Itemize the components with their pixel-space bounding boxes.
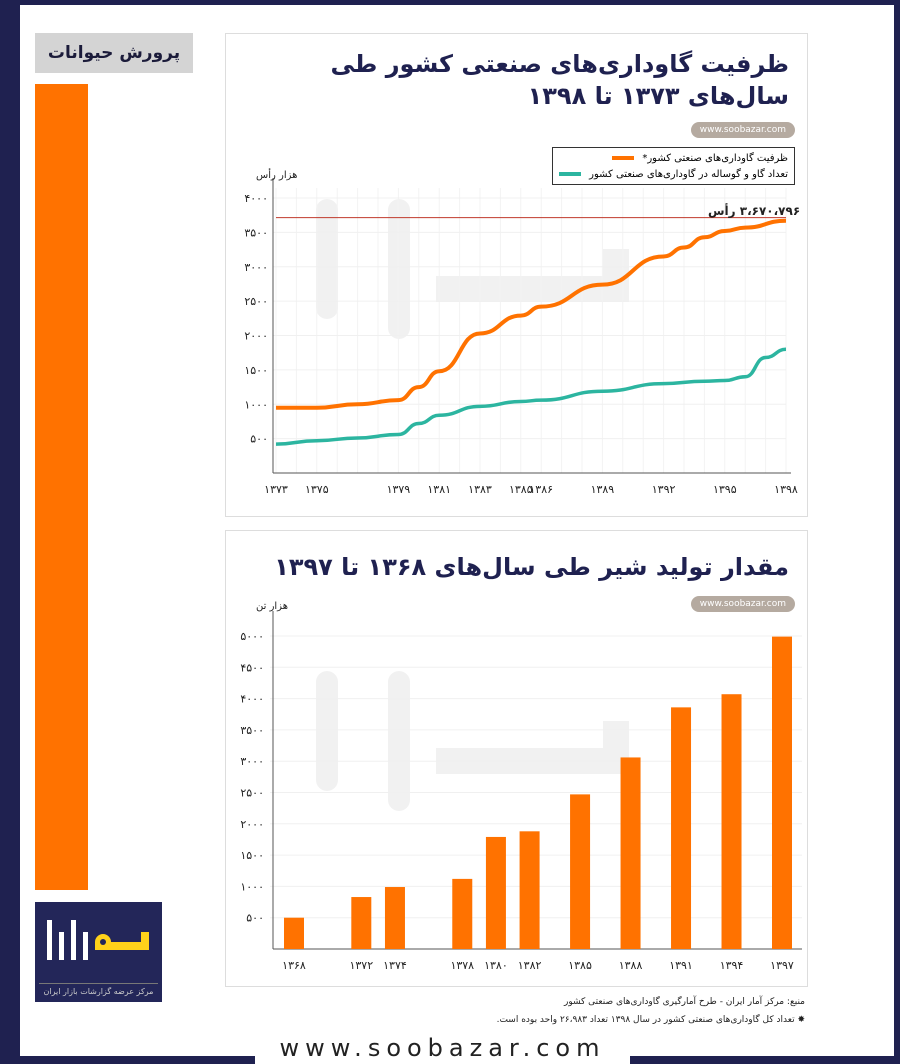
y-tick-label: ۵۰۰۰: [240, 630, 264, 643]
bar: [772, 636, 792, 949]
bar: [284, 917, 304, 949]
y-tick-label: ۱۵۰۰: [240, 849, 264, 862]
watermark-icon: [436, 249, 629, 302]
x-tick-label: ۱۳۸۸: [619, 959, 643, 972]
line-chart-url-badge: www.soobazar.com: [690, 122, 795, 138]
legend-item-capacity: ظرفیت گاوداری‌های صنعتی کشور*: [559, 150, 788, 166]
x-tick-label: ۱۳۸۵: [509, 483, 533, 496]
watermark-icon: [388, 199, 410, 339]
watermark-icon: [436, 721, 629, 774]
x-tick-label: ۱۳۸۳: [468, 483, 492, 496]
logo-subtitle: مرکز عرضه گزارشات بازار ایران: [39, 983, 158, 996]
legend-swatch: [612, 156, 635, 160]
watermark-icon: [316, 671, 338, 791]
x-tick-label: ۱۳۷۸: [450, 959, 474, 972]
frame-bottom-right: [630, 1056, 900, 1064]
asterisk-note: ✸ تعداد کل گاوداری‌های صنعتی کشور در سال…: [496, 1015, 805, 1025]
bar-chart-ylabel: هزار تن: [256, 601, 288, 612]
x-tick-label: ۱۳۸۱: [427, 483, 451, 496]
line-chart: ۵۰۰ ۱۰۰۰ ۱۵۰۰ ۲۰۰۰ ۲۵۰۰ ۳۰۰۰ ۳۵۰۰ ۴۰۰۰ ۱۳۷۳ ۱۳۷۵ ۱…: [244, 178, 798, 496]
legend-label: ظرفیت گاوداری‌های صنعتی کشور*: [642, 152, 788, 164]
decorative-orange-bar: [35, 84, 88, 890]
legend-label: تعداد گاو و گوساله در گاوداری‌های صنعتی …: [589, 168, 788, 180]
frame-left: [0, 0, 20, 1064]
x-tick-label: ۱۳۷۵: [305, 483, 329, 496]
y-tick-label: ۲۰۰۰: [240, 818, 264, 831]
footer-url: www.soobazar.com: [279, 1034, 606, 1062]
y-tick-label: ۴۰۰۰: [240, 693, 264, 706]
x-tick-label: ۱۳۷۲: [349, 959, 373, 972]
line-chart-panel: ظرفیت گاوداری‌های صنعتی کشور طی سال‌های …: [225, 33, 808, 517]
y-tick-label: ۳۵۰۰: [240, 724, 264, 737]
frame-top: [0, 0, 900, 5]
series-line-capacity: [276, 218, 787, 410]
bar-chart-url-badge: www.soobazar.com: [690, 596, 795, 612]
bar: [671, 707, 692, 949]
bar-chart-title: مقدار تولید شیر طی سال‌های ۱۳۶۸ تا ۱۳۹۷: [274, 553, 789, 581]
bar-chart: ۵۰۰ ۱۰۰۰ ۱۵۰۰ ۲۰۰۰ ۲۵۰۰ ۳۰۰۰ ۳۵۰۰ ۴۰۰۰ ۴۵۰۰ ۵۰۰۰ ۱…: [240, 611, 802, 972]
y-tick-label: ۱۰۰۰: [244, 398, 268, 411]
x-tick-label: ۱۳۷۹: [387, 483, 411, 496]
asterisk-note-text: تعداد کل گاوداری‌های صنعتی کشور در سال ۱…: [496, 1015, 795, 1025]
y-tick-label: ۴۵۰۰: [240, 661, 264, 674]
y-tick-label: ۱۵۰۰: [244, 364, 268, 377]
line-chart-title: ظرفیت گاوداری‌های صنعتی کشور طی سال‌های …: [330, 50, 789, 110]
bar: [485, 836, 506, 949]
y-tick-label: ۵۰۰: [246, 912, 264, 925]
x-tick-label: ۱۳۸۰: [484, 959, 508, 972]
y-tick-label: ۴۰۰۰: [244, 192, 268, 205]
y-tick-label: ۱۰۰۰: [240, 880, 264, 893]
y-tick-label: ۳۰۰۰: [244, 261, 268, 274]
bar: [721, 694, 742, 949]
x-tick-label: ۱۳۹۵: [713, 483, 737, 496]
x-tick-label: ۱۳۹۱: [669, 959, 693, 972]
y-tick-label: ۵۰۰: [250, 433, 268, 446]
section-label: پرورش حیوانات: [35, 33, 193, 73]
y-tick-label: ۲۵۰۰: [244, 295, 268, 308]
x-tick-label: ۱۳۸۵: [568, 959, 592, 972]
y-tick-label: ۳۵۰۰: [244, 226, 268, 239]
bar: [570, 794, 591, 949]
bar: [519, 831, 540, 949]
bar: [452, 878, 473, 949]
x-tick-label: ۱۳۸۲: [518, 959, 542, 972]
watermark-icon: [316, 199, 338, 319]
x-tick-label: ۱۳۹۲: [652, 483, 676, 496]
frame-bottom-left: [0, 1056, 255, 1064]
logo-mark-icon: [47, 920, 149, 960]
legend-swatch: [559, 172, 582, 176]
bar-chart-panel: مقدار تولید شیر طی سال‌های ۱۳۶۸ تا ۱۳۹۷ …: [225, 530, 808, 987]
bar: [351, 897, 372, 949]
x-tick-label: ۱۳۸۶: [529, 483, 553, 496]
footnotes: منبع: مرکز آمار ایران - طرح آمارگیری گاو…: [497, 993, 805, 1029]
legend-item-cattle: تعداد گاو و گوساله در گاوداری‌های صنعتی …: [559, 166, 788, 182]
series-line-cattle: [275, 347, 787, 446]
soobazar-logo: مرکز عرضه گزارشات بازار ایران: [35, 902, 162, 1002]
x-tick-label: ۱۳۷۳: [264, 483, 288, 496]
line-chart-legend: ظرفیت گاوداری‌های صنعتی کشور* تعداد گاو …: [552, 147, 795, 185]
y-tick-label: ۲۰۰۰: [244, 330, 268, 343]
y-tick-label: ۲۵۰۰: [240, 787, 264, 800]
frame-right: [894, 0, 900, 1064]
watermark-icon: [388, 671, 410, 811]
reference-line-label: ۳،۶۷۰،۷۹۶ رأس: [708, 204, 801, 218]
y-tick-label: ۳۰۰۰: [240, 755, 264, 768]
x-tick-label: ۱۳۶۸: [282, 959, 306, 972]
line-chart-ylabel: هزار رأس: [256, 170, 298, 181]
x-tick-label: ۱۳۹۴: [720, 959, 744, 972]
source-note: منبع: مرکز آمار ایران - طرح آمارگیری گاو…: [564, 997, 805, 1007]
x-tick-label: ۱۳۹۷: [770, 959, 794, 972]
bar: [384, 887, 405, 949]
bar: [620, 757, 641, 949]
x-tick-label: ۱۳۹۸: [774, 483, 798, 496]
x-tick-label: ۱۳۷۴: [383, 959, 407, 972]
x-tick-label: ۱۳۸۹: [591, 483, 615, 496]
